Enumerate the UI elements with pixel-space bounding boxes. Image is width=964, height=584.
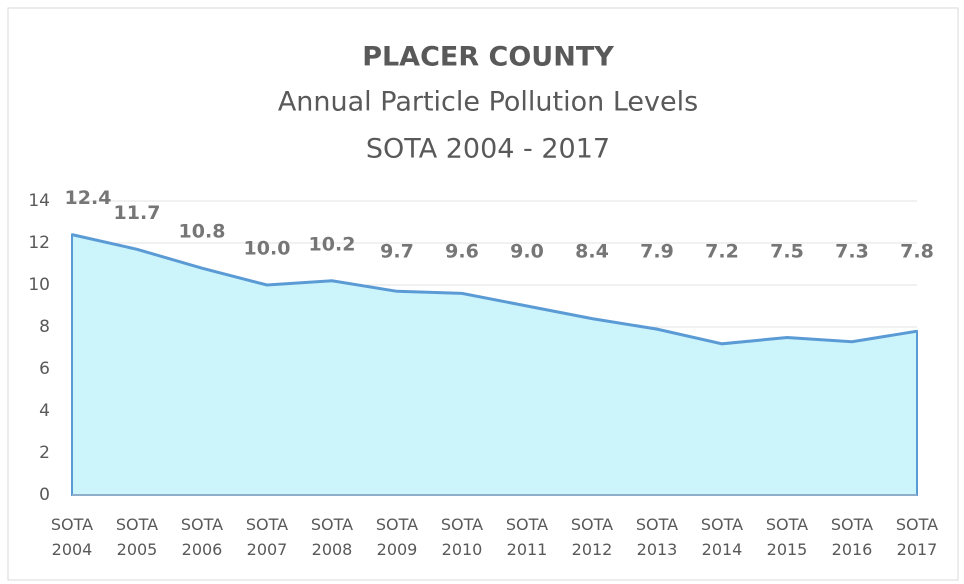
y-tick-label: 2 <box>39 443 50 463</box>
data-label: 9.6 <box>445 241 479 263</box>
x-tick-label: SOTA 2004 <box>50 515 94 559</box>
chart-subtitle: SOTA 2004 - 2017 <box>366 134 610 165</box>
chart-title: PLACER COUNTY <box>362 42 614 73</box>
x-tick-label: SOTA 2015 <box>765 515 809 559</box>
x-tick-label: SOTA 2012 <box>570 515 614 559</box>
x-tick-label: SOTA 2017 <box>895 515 939 559</box>
y-tick-label: 6 <box>39 359 50 379</box>
y-tick-label: 12 <box>28 233 50 253</box>
x-tick-label: SOTA 2010 <box>440 515 484 559</box>
data-label: 7.3 <box>835 241 869 263</box>
y-tick-label: 8 <box>39 317 50 337</box>
data-label: 10.0 <box>244 238 291 260</box>
chart-subtitle: Annual Particle Pollution Levels <box>278 87 698 118</box>
y-tick-label: 4 <box>39 401 50 421</box>
data-label: 8.4 <box>575 241 609 263</box>
x-tick-label: SOTA 2008 <box>310 515 354 559</box>
data-label: 9.0 <box>510 241 544 263</box>
x-tick-label: SOTA 2011 <box>505 515 549 559</box>
x-tick-label: SOTA 2007 <box>245 515 289 559</box>
data-label: 12.4 <box>65 187 112 209</box>
data-label: 10.8 <box>179 221 226 243</box>
data-label: 10.2 <box>309 233 356 255</box>
x-tick-label: SOTA 2005 <box>115 515 159 559</box>
x-tick-label: SOTA 2014 <box>700 515 744 559</box>
x-tick-label: SOTA 2013 <box>635 515 679 559</box>
area-line <box>71 233 918 346</box>
data-label: 11.7 <box>114 202 161 224</box>
data-label: 7.2 <box>705 241 739 263</box>
x-tick-label: SOTA 2016 <box>830 515 874 559</box>
y-tick-label: 10 <box>28 275 50 295</box>
x-tick-label: SOTA 2009 <box>375 515 419 559</box>
y-tick-label: 0 <box>39 485 50 505</box>
data-label: 9.7 <box>380 241 414 263</box>
data-label: 7.9 <box>640 241 674 263</box>
data-label: 7.8 <box>900 241 934 263</box>
y-tick-label: 14 <box>28 191 50 211</box>
x-tick-label: SOTA 2006 <box>180 515 224 559</box>
data-label: 7.5 <box>770 241 804 263</box>
